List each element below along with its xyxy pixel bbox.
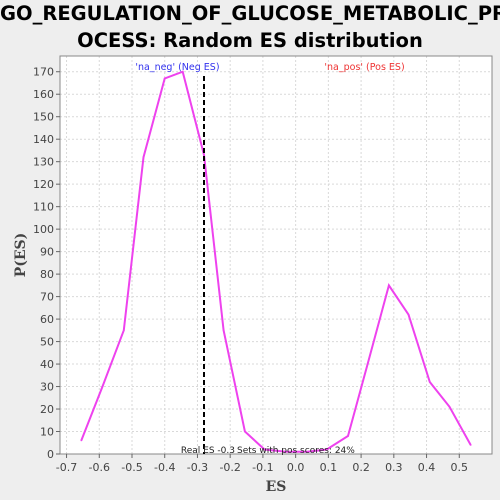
x-tick-label: -0.1 [252,461,273,474]
y-tick-label: 120 [33,178,54,191]
data-point [203,154,205,156]
x-tick-label: -0.5 [121,461,142,474]
real-es-label: Real ES -0.3 [181,446,235,456]
data-point [80,439,83,442]
axes: -0.7 -0.6 -0.5 -0.4 -0.3 -0.2 -0.1 0.0 0.1 0.2 0.3… [13,55,493,495]
chart-title: GO_REGULATION_OF_GLUCOSE_METABOLIC_PR OC… [0,0,500,54]
y-tick-label: 70 [40,291,54,304]
y-tick-label: 130 [33,156,54,169]
data-point [306,450,308,453]
data-point [347,435,349,437]
x-tick-label: -0.6 [89,461,110,474]
data-point [142,156,145,158]
series-line [80,70,472,453]
y-tick-label: 100 [33,223,54,236]
neg-es-annotation: 'na_neg' (Neg ES) [135,62,219,73]
y-axis-label: P(ES) [13,233,29,278]
y-tick-label: 170 [33,66,54,79]
y-tick-label: 160 [33,88,54,101]
x-axis-label: ES [266,479,287,495]
annotations: 'na_neg' (Neg ES) 'na_pos' (Pos ES) Real E… [135,62,404,456]
plot-border [59,55,493,455]
data-point [101,385,104,388]
x-tick-label: 0.1 [320,461,338,474]
data-point [366,363,369,365]
x-tick-label: 0.0 [287,461,305,474]
data-point [407,313,410,316]
data-point [325,448,328,451]
y-tick-label: 140 [33,133,54,146]
data-point [469,444,472,446]
x-tick-label: 0.3 [385,461,403,474]
y-tick-label: 150 [33,111,54,124]
data-point [244,430,246,433]
y-tick-label: 60 [40,313,54,326]
data-point [448,405,451,408]
y-tick-label: 110 [33,201,54,214]
y-tick-label: 90 [40,246,54,259]
y-tick-label: 10 [40,426,54,439]
series-layer [80,70,472,453]
x-tick-label: -0.2 [219,461,240,474]
x-tick-label: -0.4 [154,461,175,474]
y-tick-label: 40 [40,358,54,371]
data-point [285,450,287,453]
x-tick-label: 0.5 [451,461,469,474]
data-point [429,381,431,383]
chart-title-line-1: GO_REGULATION_OF_GLUCOSE_METABOLIC_PR [0,2,500,25]
data-point [123,329,125,332]
y-tick-label: 30 [40,381,54,394]
pos-scores-label: Sets with pos scores: 24% [237,446,355,456]
data-point [263,448,266,451]
data-point [163,77,166,80]
y-tick-label: 0 [47,448,54,461]
x-tick-label: 0.2 [352,461,370,474]
chart-title-line-2: OCESS: Random ES distribution [77,29,423,52]
data-point [388,284,390,287]
data-point [181,70,184,73]
y-tick-label: 50 [40,336,54,349]
y-tick-label: 80 [40,268,54,281]
x-tick-label: 0.4 [418,461,436,474]
y-tick-label: 20 [40,403,54,416]
pos-es-annotation: 'na_pos' (Pos ES) [324,62,404,73]
plot-area [60,56,492,454]
x-tick-label: -0.3 [187,461,208,474]
x-tick-label: -0.7 [56,461,77,474]
data-point [222,329,225,332]
